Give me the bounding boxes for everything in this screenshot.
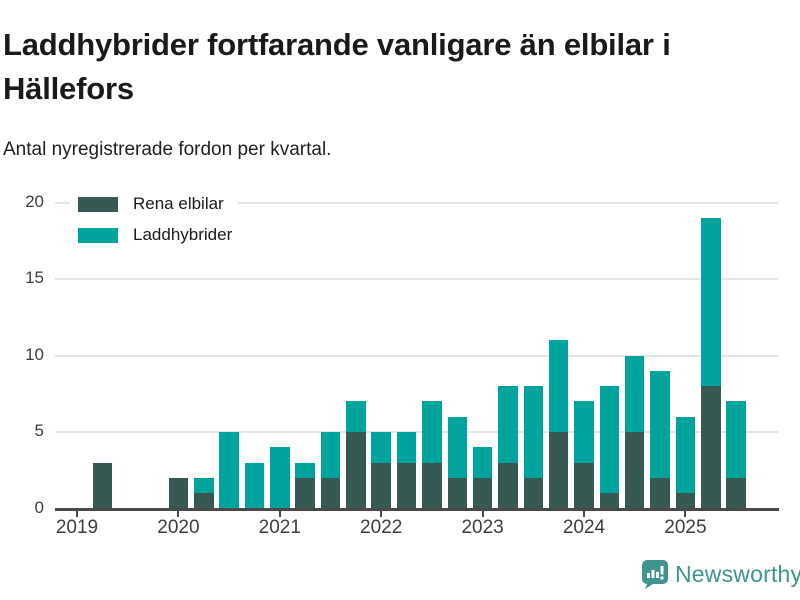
x-axis-tick (76, 511, 78, 517)
x-axis-tick (481, 511, 484, 517)
bar-segment-laddhybrider (270, 447, 290, 509)
bar-segment-rena-elbilar (472, 477, 493, 509)
bar-segment-rena-elbilar (346, 432, 366, 509)
bar-segment-laddhybrider (320, 432, 341, 478)
x-axis-tick (583, 511, 585, 517)
bar-segment-rena-elbilar (447, 477, 467, 509)
bar-segment-laddhybrider (244, 462, 265, 509)
bar-segment-rena-elbilar (701, 386, 721, 509)
x-axis-year-label: 2022 (360, 517, 403, 538)
gridline (55, 354, 778, 357)
bar-segment-laddhybrider (346, 401, 366, 432)
bar-segment-rena-elbilar (599, 493, 620, 509)
legend-swatch-laddhybrider (78, 227, 118, 243)
gridline (55, 278, 778, 280)
x-axis-year-label: 2025 (664, 517, 707, 538)
x-axis-year-label: 2021 (258, 517, 301, 538)
bar-segment-rena-elbilar (726, 477, 746, 509)
bar-segment-rena-elbilar (396, 462, 417, 509)
bar-segment-laddhybrider (650, 370, 670, 478)
bar-segment-laddhybrider (219, 432, 239, 509)
bar-segment-laddhybrider (574, 401, 594, 463)
y-axis-tick-label: 20 (25, 191, 44, 211)
bar-segment-rena-elbilar (371, 462, 391, 509)
gridline (55, 431, 778, 433)
bar-segment-rena-elbilar (194, 493, 214, 509)
x-axis-tick (278, 511, 281, 517)
page-title: Laddhybrider fortfarande vanligare än el… (3, 26, 671, 106)
bar-segment-rena-elbilar (295, 477, 315, 509)
x-axis-tick (380, 511, 383, 517)
bar-segment-laddhybrider (624, 355, 645, 432)
bar-segment-rena-elbilar (650, 477, 670, 509)
x-axis-tick (684, 511, 687, 517)
bar-segment-rena-elbilar (548, 432, 569, 509)
bar-segment-rena-elbilar (422, 462, 442, 509)
bar-segment-laddhybrider (472, 447, 493, 478)
bar-segment-rena-elbilar (675, 493, 696, 509)
bar-segment-rena-elbilar (168, 477, 189, 509)
bar-segment-laddhybrider (447, 416, 467, 478)
gridline (55, 201, 778, 204)
bar-segment-laddhybrider (675, 416, 696, 494)
bar-segment-laddhybrider (523, 386, 544, 478)
bar-segment-laddhybrider (194, 477, 214, 494)
y-axis-tick-label: 5 (34, 421, 44, 440)
newsworthy-logo-icon (642, 560, 668, 589)
bar-segment-laddhybrider (701, 217, 721, 387)
x-axis-year-label: 2019 (55, 517, 99, 538)
bar-segment-rena-elbilar (574, 462, 594, 509)
bar-segment-rena-elbilar (92, 462, 113, 509)
x-axis-line (55, 508, 779, 511)
y-axis-tick-label: 0 (34, 497, 44, 517)
newsworthy-logo: Newsworthy (642, 560, 800, 589)
legend-item-rena-elbilar: Rena elbilar (70, 194, 238, 214)
bar-segment-laddhybrider (295, 462, 315, 478)
legend: Rena elbilar Laddhybrider (70, 194, 247, 256)
bar-segment-rena-elbilar (498, 462, 518, 509)
legend-item-laddhybrider: Laddhybrider (70, 225, 247, 245)
legend-label-laddhybrider: Laddhybrider (133, 225, 233, 244)
newsworthy-logo-text: Newsworthy (675, 561, 800, 587)
legend-swatch-rena-elbilar (78, 196, 118, 212)
bar-segment-laddhybrider (498, 386, 518, 463)
x-axis-year-label: 2023 (461, 517, 504, 538)
bar-segment-laddhybrider (371, 432, 391, 463)
bar-segment-laddhybrider (396, 432, 417, 463)
bar-segment-laddhybrider (599, 386, 620, 494)
y-axis-tick-label: 15 (25, 268, 44, 287)
chart-subtitle: Antal nyregistrerade fordon per kvartal. (3, 139, 332, 160)
bar-segment-rena-elbilar (624, 432, 645, 509)
bar-segment-laddhybrider (422, 401, 442, 463)
x-axis-year-label: 2020 (157, 517, 200, 538)
y-axis-tick-label: 10 (25, 344, 44, 364)
x-axis-tick (177, 511, 180, 517)
bar-segment-laddhybrider (548, 340, 569, 432)
x-axis-year-label: 2024 (562, 517, 606, 538)
legend-label-rena-elbilar: Rena elbilar (133, 194, 224, 213)
bar-segment-rena-elbilar (523, 477, 544, 509)
bar-segment-rena-elbilar (320, 477, 341, 509)
bar-segment-laddhybrider (726, 401, 746, 478)
